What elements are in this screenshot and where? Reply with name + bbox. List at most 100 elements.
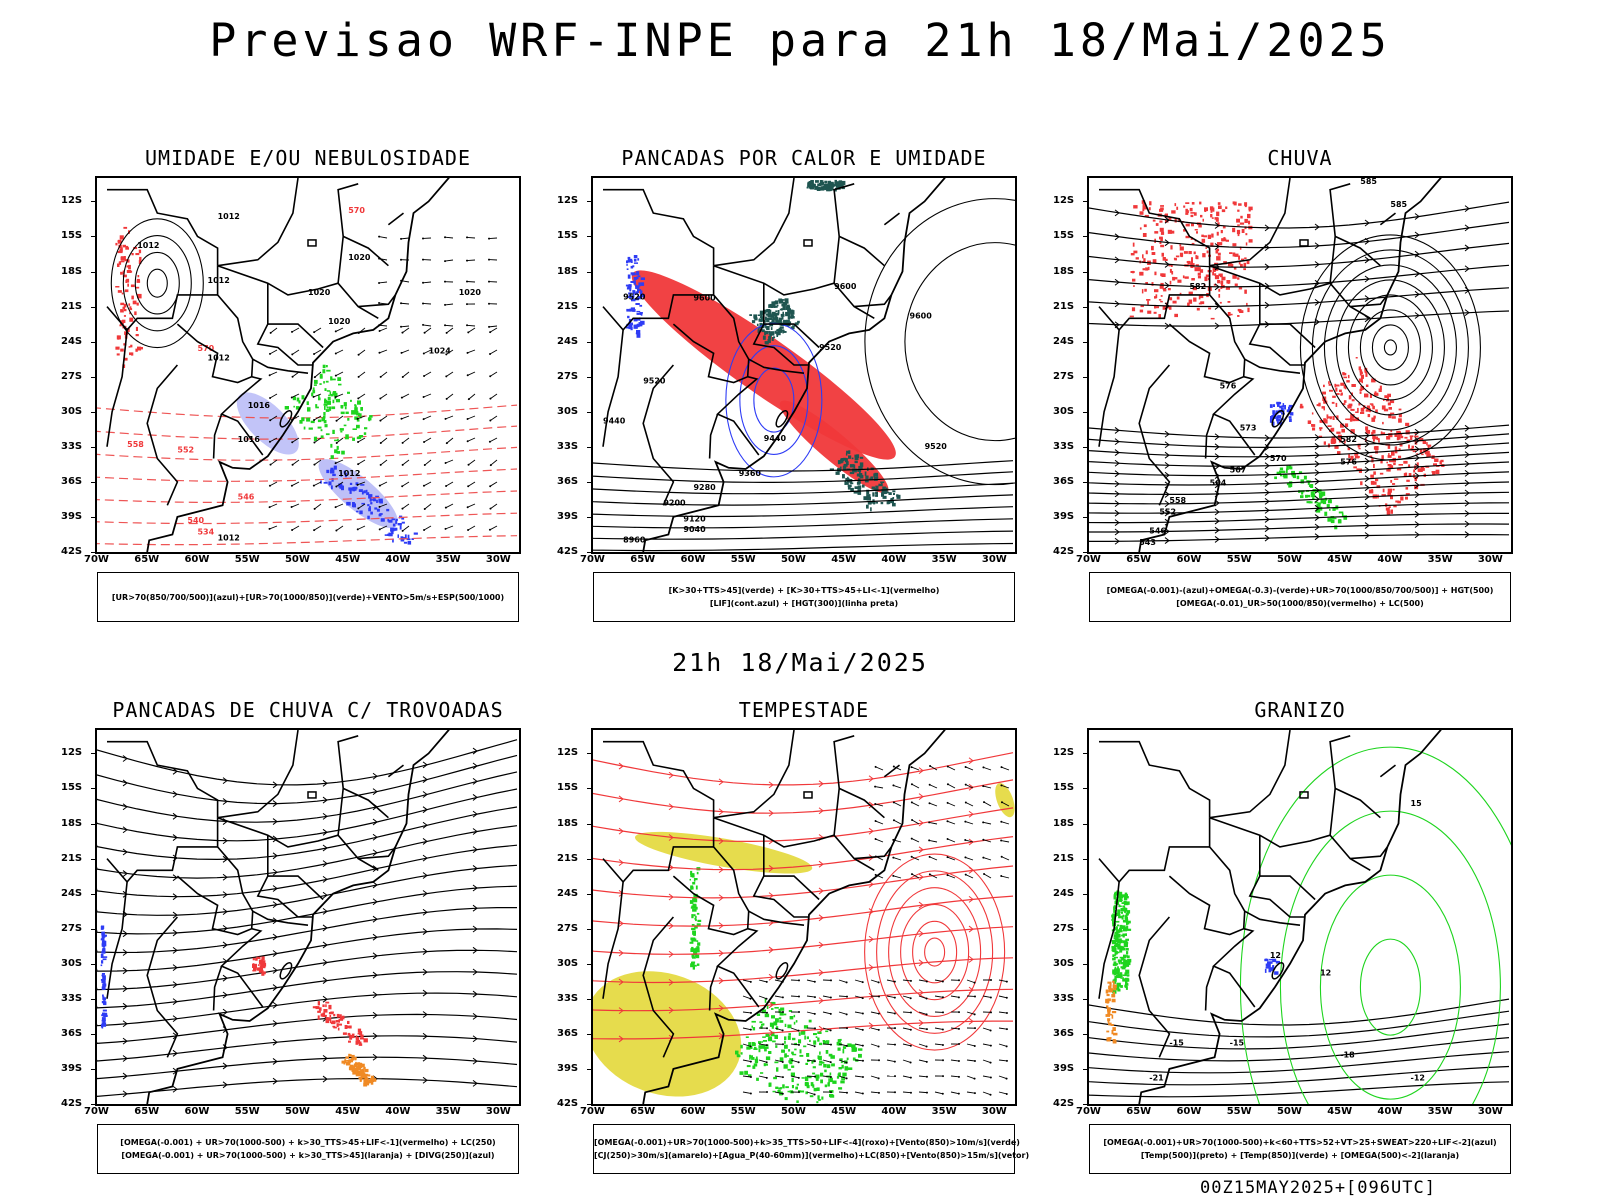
lon-tick-label: 45W <box>1327 554 1353 565</box>
svg-text:540: 540 <box>187 516 204 525</box>
lagoon <box>1271 409 1285 428</box>
lon-tick-label: 50W <box>780 1106 806 1117</box>
lon-tick-label: 45W <box>831 554 857 565</box>
lat-tick-label: 36S <box>557 1027 579 1039</box>
lat-tick <box>587 341 592 343</box>
lat-tick <box>587 753 592 755</box>
svg-text:576: 576 <box>1220 381 1237 390</box>
svg-text:-15: -15 <box>1230 1039 1245 1048</box>
lon-tick-label: 30W <box>485 554 511 565</box>
lon-tick-label: 30W <box>1477 554 1503 565</box>
svg-text:-21: -21 <box>1149 1074 1164 1083</box>
lat-tick-label: 36S <box>61 475 83 487</box>
state-border <box>603 188 715 266</box>
wind850-vectors-east <box>874 765 1010 879</box>
lat-tick <box>587 306 592 308</box>
lon-tick-label: 70W <box>84 554 109 565</box>
lat-tick <box>1083 481 1088 483</box>
lat-tick <box>587 552 592 553</box>
lat-tick-label: 30S <box>557 957 579 969</box>
lat-tick <box>91 963 96 965</box>
convection-darkgreen-north <box>806 179 846 192</box>
state-border <box>176 846 254 936</box>
svg-text:570: 570 <box>1270 454 1287 463</box>
lon-tick-label: 60W <box>184 1106 210 1117</box>
lon-tick-label: 40W <box>1377 1106 1403 1117</box>
state-border <box>763 875 820 901</box>
state-border <box>833 735 855 836</box>
lon-tick-label: 65W <box>630 554 656 565</box>
east-coastline <box>642 178 946 552</box>
lat-tick <box>587 858 592 860</box>
panel-title: GRANIZO <box>1254 698 1346 722</box>
lon-tick-label: 30W <box>981 554 1007 565</box>
lat-tick-label: 24S <box>557 887 579 899</box>
state-border <box>602 329 624 447</box>
wind-vectors-south <box>268 327 498 532</box>
svg-text:585: 585 <box>1360 178 1377 186</box>
svg-text:552: 552 <box>1159 508 1176 517</box>
lon-tick-label: 40W <box>385 1106 411 1117</box>
lat-tick <box>1083 928 1088 930</box>
lon-tick-label: 55W <box>234 1106 260 1117</box>
lat-tick-label: 39S <box>557 1062 579 1074</box>
state-border <box>713 178 795 267</box>
field-layer <box>593 752 1015 1104</box>
lon-tick-label: 55W <box>234 554 260 565</box>
state-border <box>1209 264 1371 319</box>
state-border <box>1099 188 1211 266</box>
temp500-contours <box>1089 998 1510 1098</box>
lat-tick <box>1083 306 1088 308</box>
lat-tick <box>1083 1104 1088 1105</box>
svg-text:573: 573 <box>1240 423 1257 432</box>
svg-text:1012: 1012 <box>208 276 230 285</box>
lat-tick-label: 24S <box>557 335 579 347</box>
svg-text:-15: -15 <box>1169 1039 1184 1048</box>
svg-text:-12: -12 <box>1411 1074 1425 1083</box>
map-svg <box>593 730 1015 1104</box>
lat-tick-label: 42S <box>557 546 579 557</box>
wind-vectors-east <box>378 235 498 328</box>
panel-legend: [OMEGA(-0.001)+UR>70(1000-500)+k<60+TTS>… <box>1089 1124 1511 1174</box>
map-panel: 15 12 12 -18 -15 -15 -21 -12 <box>1087 728 1513 1106</box>
state-border <box>1350 846 1389 860</box>
rain-green-band <box>1274 465 1348 530</box>
lat-tick-label: 21S <box>1053 300 1075 312</box>
svg-text:1020: 1020 <box>328 317 351 326</box>
state-border <box>337 735 359 836</box>
lat-tick <box>91 998 96 1000</box>
east-coastline <box>642 730 946 1104</box>
state-border <box>1329 183 1351 284</box>
lat-tick-label: 27S <box>557 922 579 934</box>
federal-district <box>1299 239 1309 247</box>
svg-text:585: 585 <box>1390 200 1407 209</box>
state-border <box>1209 178 1291 267</box>
lat-tick-label: 33S <box>1053 440 1075 452</box>
pressure-contours-west <box>110 218 204 349</box>
legend-line: [K>30+TTS>45](verde) + [K>30+TTS>45+LI<-… <box>668 586 940 595</box>
rain-red-southeast <box>1299 357 1445 515</box>
lon-tick-label: 55W <box>1226 1106 1252 1117</box>
map-svg: 1012 1012 1012 1020 1020 1020 1020 1024 1016 1016… <box>97 178 518 552</box>
lat-tick-label: 12S <box>61 747 83 759</box>
lat-tick-label: 36S <box>61 1027 83 1039</box>
thickness-dashed-lines <box>97 404 518 546</box>
jet-yellow-north <box>634 831 813 874</box>
map-base <box>106 178 450 552</box>
state-border <box>1212 927 1256 1008</box>
lat-tick-label: 27S <box>61 922 83 934</box>
state-border <box>748 910 805 926</box>
lat-tick-label: 39S <box>1053 510 1075 522</box>
map-panel: 1012 1012 1012 1020 1020 1020 1020 1024 1016 1016… <box>95 176 521 554</box>
lat-tick <box>91 306 96 308</box>
state-border <box>217 730 299 819</box>
svg-text:9600: 9600 <box>834 282 857 291</box>
lon-tick-label: 50W <box>284 1106 310 1117</box>
lagoon <box>279 961 293 980</box>
lat-tick <box>91 376 96 378</box>
map-svg: 9600 9600 9600 9520 9520 9520 9520 9440 9440 9360… <box>593 178 1015 552</box>
state-border <box>1334 787 1381 819</box>
state-border <box>220 375 264 456</box>
state-border <box>716 927 760 1008</box>
state-border <box>217 264 379 319</box>
